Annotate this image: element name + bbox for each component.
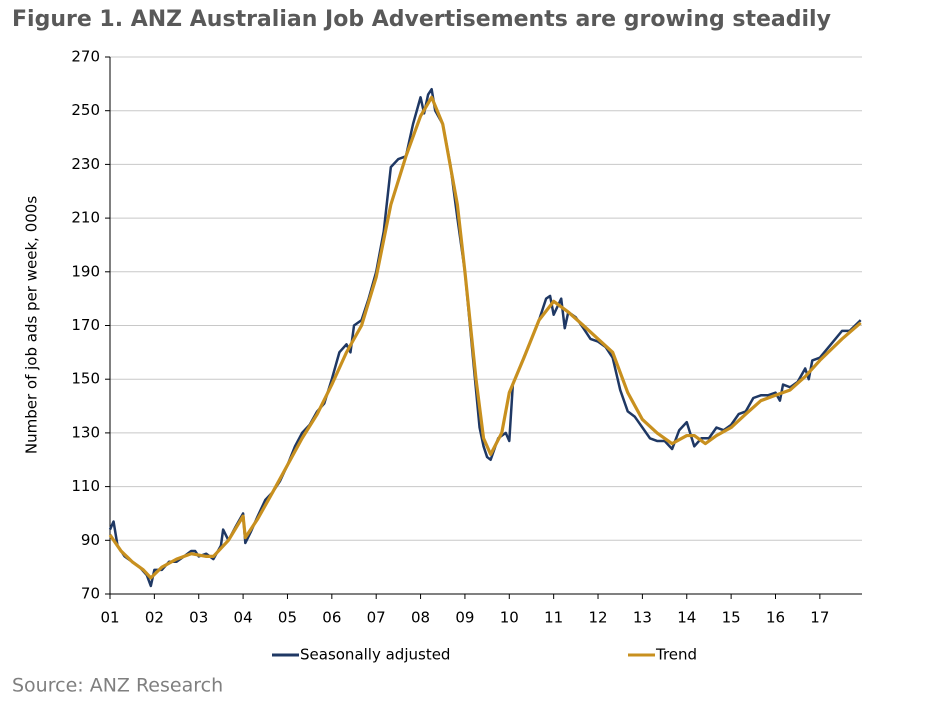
x-tick-label: 01 [100,609,119,627]
legend-label: Seasonally adjusted [300,646,450,664]
y-tick-label: 130 [71,423,100,441]
x-tick-label: 17 [810,609,829,627]
x-tick-label: 07 [367,609,386,627]
y-tick-label: 150 [71,370,100,388]
y-tick-label: 170 [71,316,100,334]
x-tick-label: 13 [633,609,652,627]
series-line [108,87,862,588]
y-tick-label: 210 [71,209,100,227]
x-tick-label: 03 [189,609,208,627]
x-tick-label: 10 [500,609,519,627]
y-axis-label: Number of job ads per week, 000s [23,196,41,454]
x-tick-label: 09 [455,609,474,627]
x-tick-label: 11 [544,609,563,627]
x-tick-label: 04 [234,609,253,627]
y-tick-label: 230 [71,155,100,173]
y-tick-label: 70 [81,585,100,603]
legend-label: Trend [655,646,697,664]
x-tick-label: 06 [322,609,341,627]
x-tick-label: 15 [722,609,741,627]
y-tick-label: 90 [81,531,100,549]
x-tick-label: 02 [145,609,164,627]
y-tick-label: 110 [71,477,100,495]
chart-title: Figure 1. ANZ Australian Job Advertiseme… [12,7,831,32]
y-tick-label: 250 [71,101,100,119]
source: Source: ANZ Research [12,675,223,697]
x-tick-label: 12 [588,609,607,627]
x-tick-label: 05 [278,609,297,627]
y-tick-label: 270 [71,48,100,66]
series-line [108,95,862,580]
x-tick-label: 14 [677,609,696,627]
y-tick-label: 190 [71,262,100,280]
x-tick-label: 16 [766,609,785,627]
x-tick-label: 08 [411,609,430,627]
